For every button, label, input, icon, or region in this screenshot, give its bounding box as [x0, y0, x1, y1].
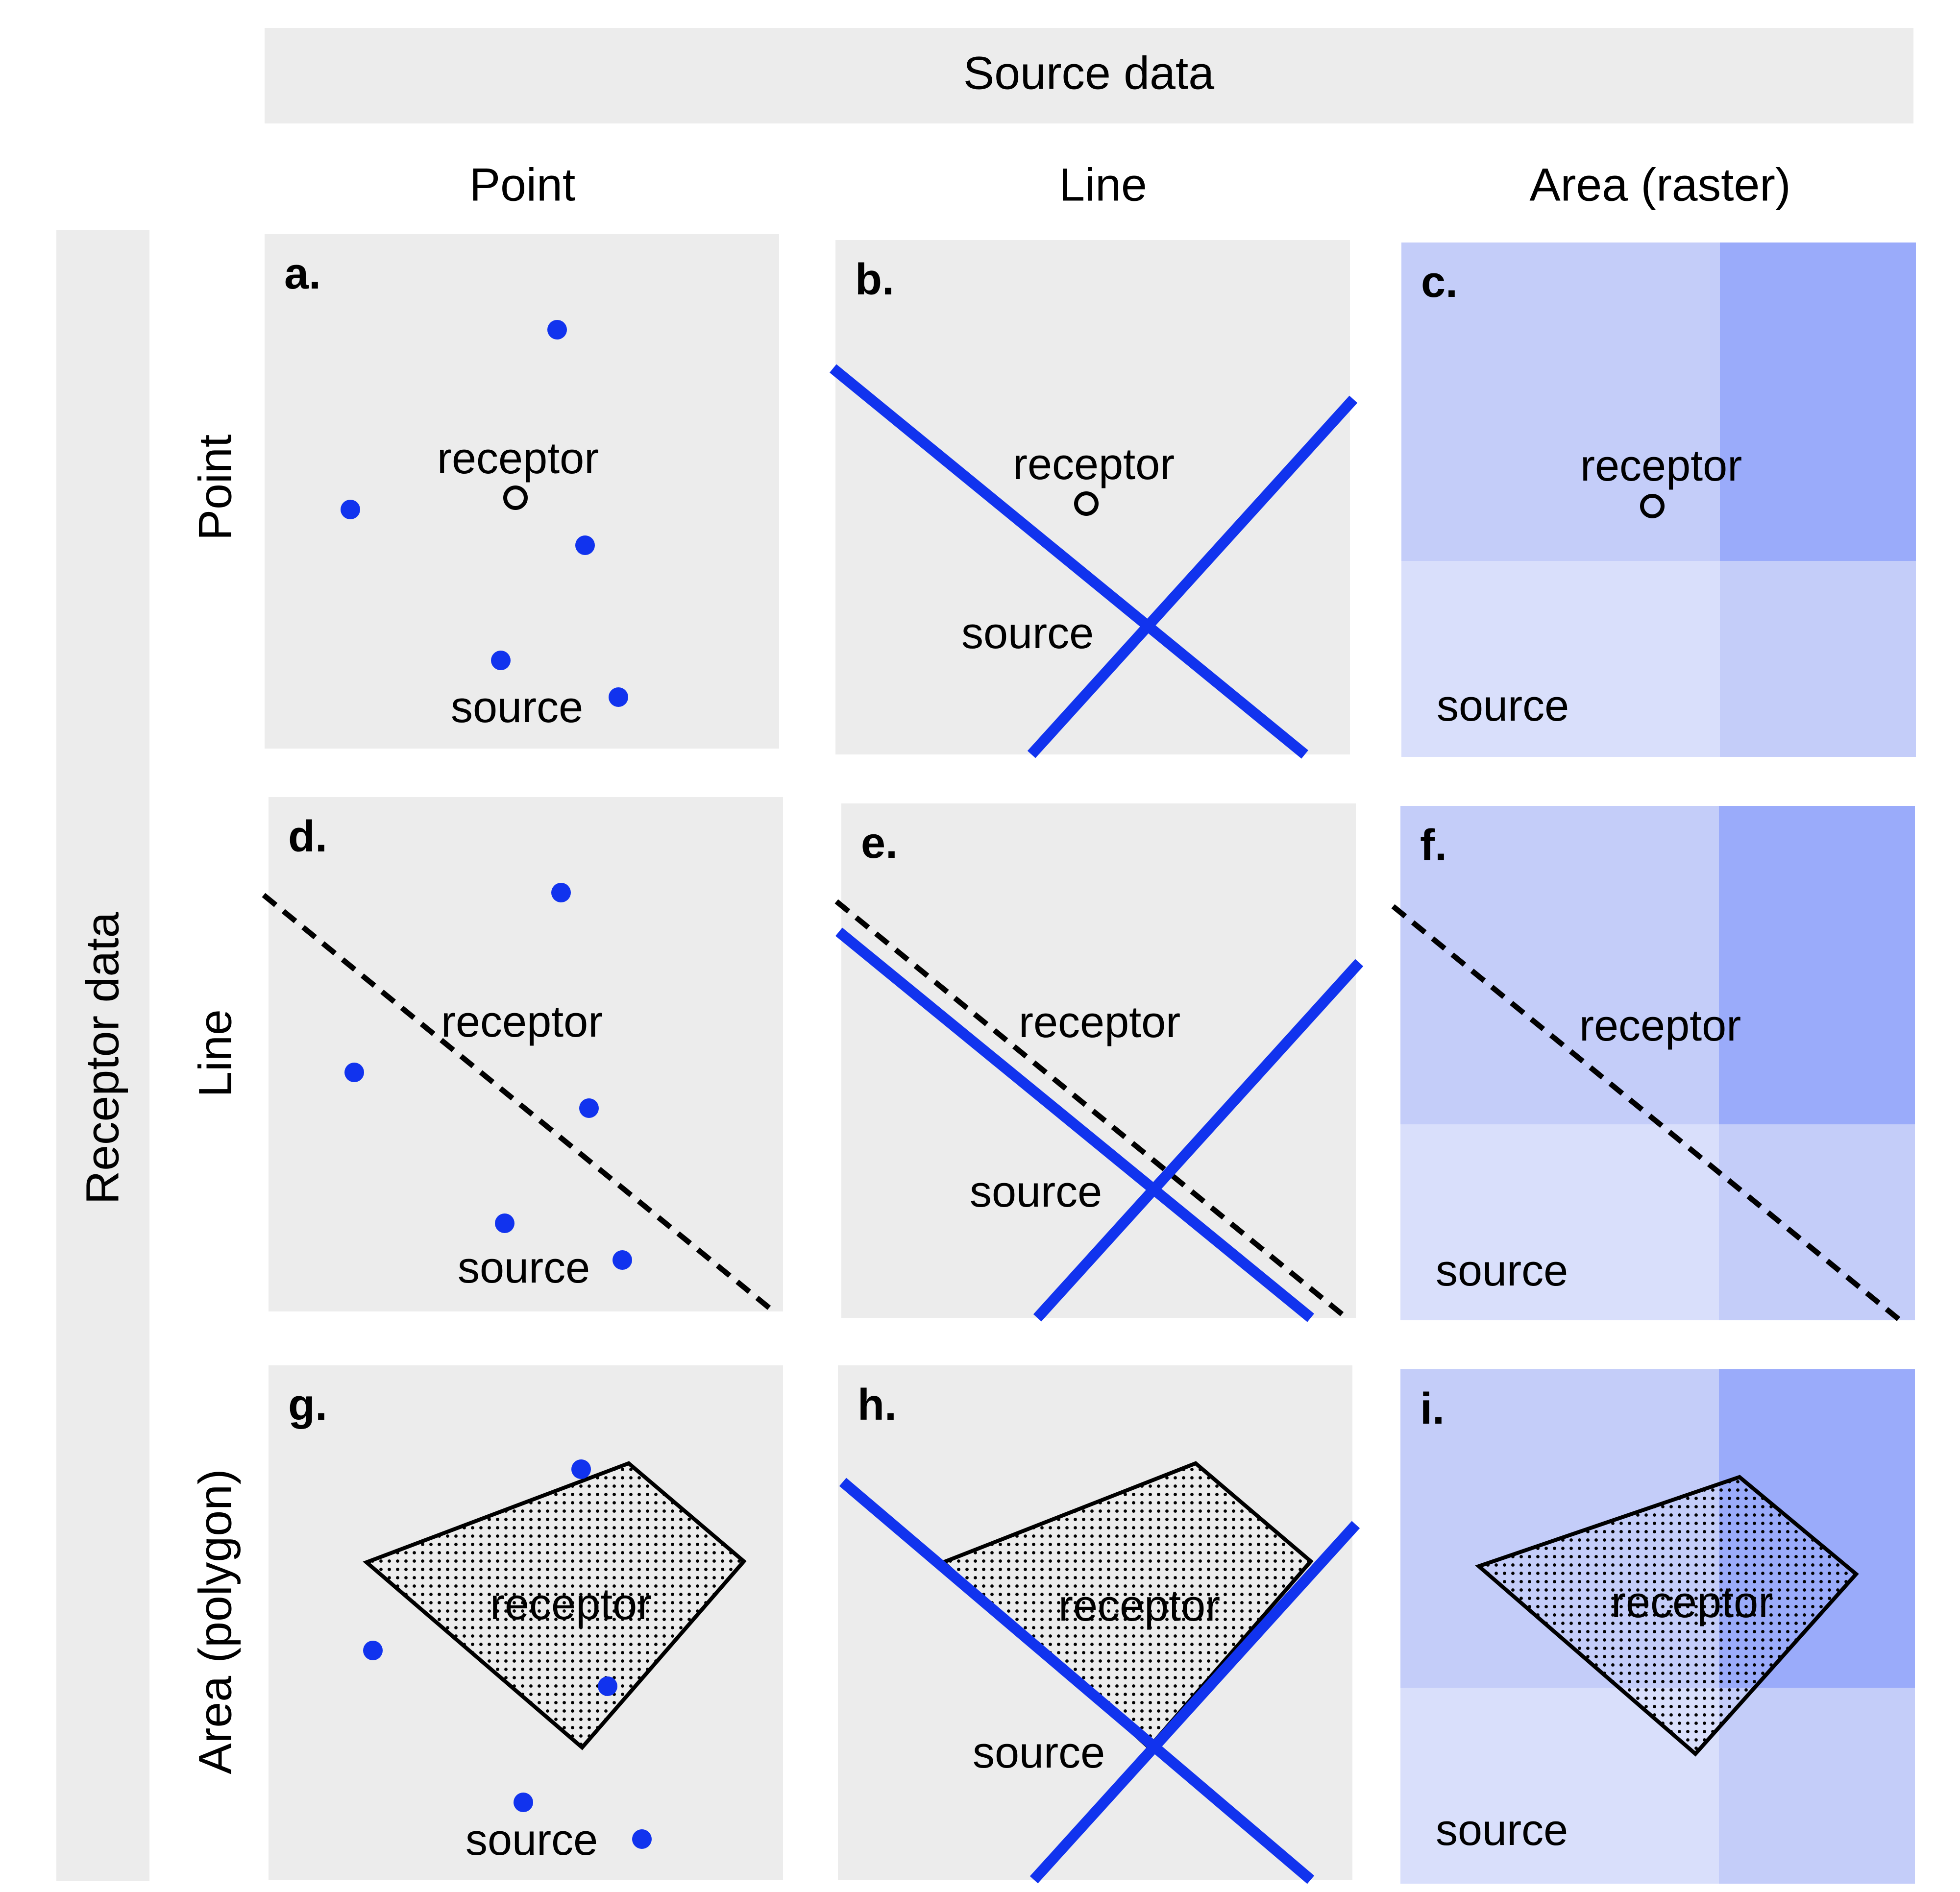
- receptor-label: receptor: [1611, 1578, 1773, 1627]
- source-lines: [835, 927, 1364, 1322]
- panel-label: b.: [855, 255, 894, 304]
- source-label: source: [961, 609, 1094, 658]
- column-header-area-raster: Area (raster): [1529, 159, 1791, 211]
- receptor-line: [1391, 904, 1908, 1328]
- source-data-header: [265, 28, 1913, 123]
- panel-i: i. receptor source: [1400, 1369, 1915, 1884]
- receptor-data-title: Receptor data: [76, 912, 129, 1205]
- source-label: source: [458, 1243, 590, 1292]
- panel-d: d. receptor source: [262, 797, 783, 1316]
- panel-c: c. receptor source: [1401, 243, 1916, 757]
- receptor-label: receptor: [1058, 1581, 1221, 1630]
- receptor-point: [1640, 494, 1665, 518]
- receptor-label: receptor: [490, 1580, 652, 1629]
- source-data-title: Source data: [963, 47, 1215, 99]
- source-label: source: [1436, 1246, 1568, 1295]
- source-label: source: [973, 1728, 1105, 1777]
- panel-f: f. receptor source: [1391, 806, 1915, 1328]
- panel-label: d.: [288, 812, 327, 861]
- receptor-point: [1074, 491, 1099, 516]
- panel-a: a. receptor source: [265, 234, 779, 749]
- panel-h: h. receptor source: [838, 1365, 1360, 1884]
- receptor-line: [834, 899, 1351, 1323]
- column-header-point: Point: [469, 159, 576, 211]
- panel-label: c.: [1421, 258, 1458, 307]
- receptor-label: receptor: [441, 997, 603, 1046]
- receptor-polygon: [1475, 1475, 1859, 1757]
- source-lines: [839, 1478, 1360, 1884]
- column-header-line: Line: [1059, 159, 1147, 211]
- receptor-line: [262, 893, 779, 1316]
- panel-label: h.: [858, 1381, 897, 1430]
- panel-label: a.: [284, 249, 321, 298]
- source-label: source: [1436, 1806, 1568, 1855]
- receptor-label: receptor: [437, 434, 599, 483]
- panel-label: g.: [288, 1381, 327, 1430]
- source-label: source: [466, 1816, 598, 1865]
- panel-b: b. receptor source: [830, 240, 1358, 759]
- row-header-line: Line: [189, 1009, 242, 1097]
- receptor-label: receptor: [1013, 440, 1175, 489]
- source-points: [341, 320, 628, 707]
- source-points: [344, 883, 632, 1270]
- panel-label: f.: [1420, 821, 1447, 870]
- panel-g: g. receptor source: [269, 1365, 783, 1880]
- receptor-data-header: [56, 230, 149, 1881]
- row-header-point: Point: [189, 434, 242, 541]
- receptor-label: receptor: [1580, 441, 1742, 490]
- source-label: source: [451, 683, 584, 732]
- source-points: [363, 1459, 652, 1849]
- panel-label: i.: [1420, 1384, 1445, 1433]
- row-header-area-polygon: Area (polygon): [189, 1469, 242, 1774]
- source-lines: [830, 364, 1358, 759]
- receptor-label: receptor: [1579, 1001, 1741, 1050]
- panel-e: e. receptor source: [834, 803, 1364, 1323]
- source-label: source: [1437, 681, 1569, 730]
- receptor-point: [503, 485, 528, 510]
- receptor-label: receptor: [1019, 998, 1181, 1047]
- panel-label: e.: [861, 819, 898, 868]
- source-label: source: [970, 1167, 1102, 1216]
